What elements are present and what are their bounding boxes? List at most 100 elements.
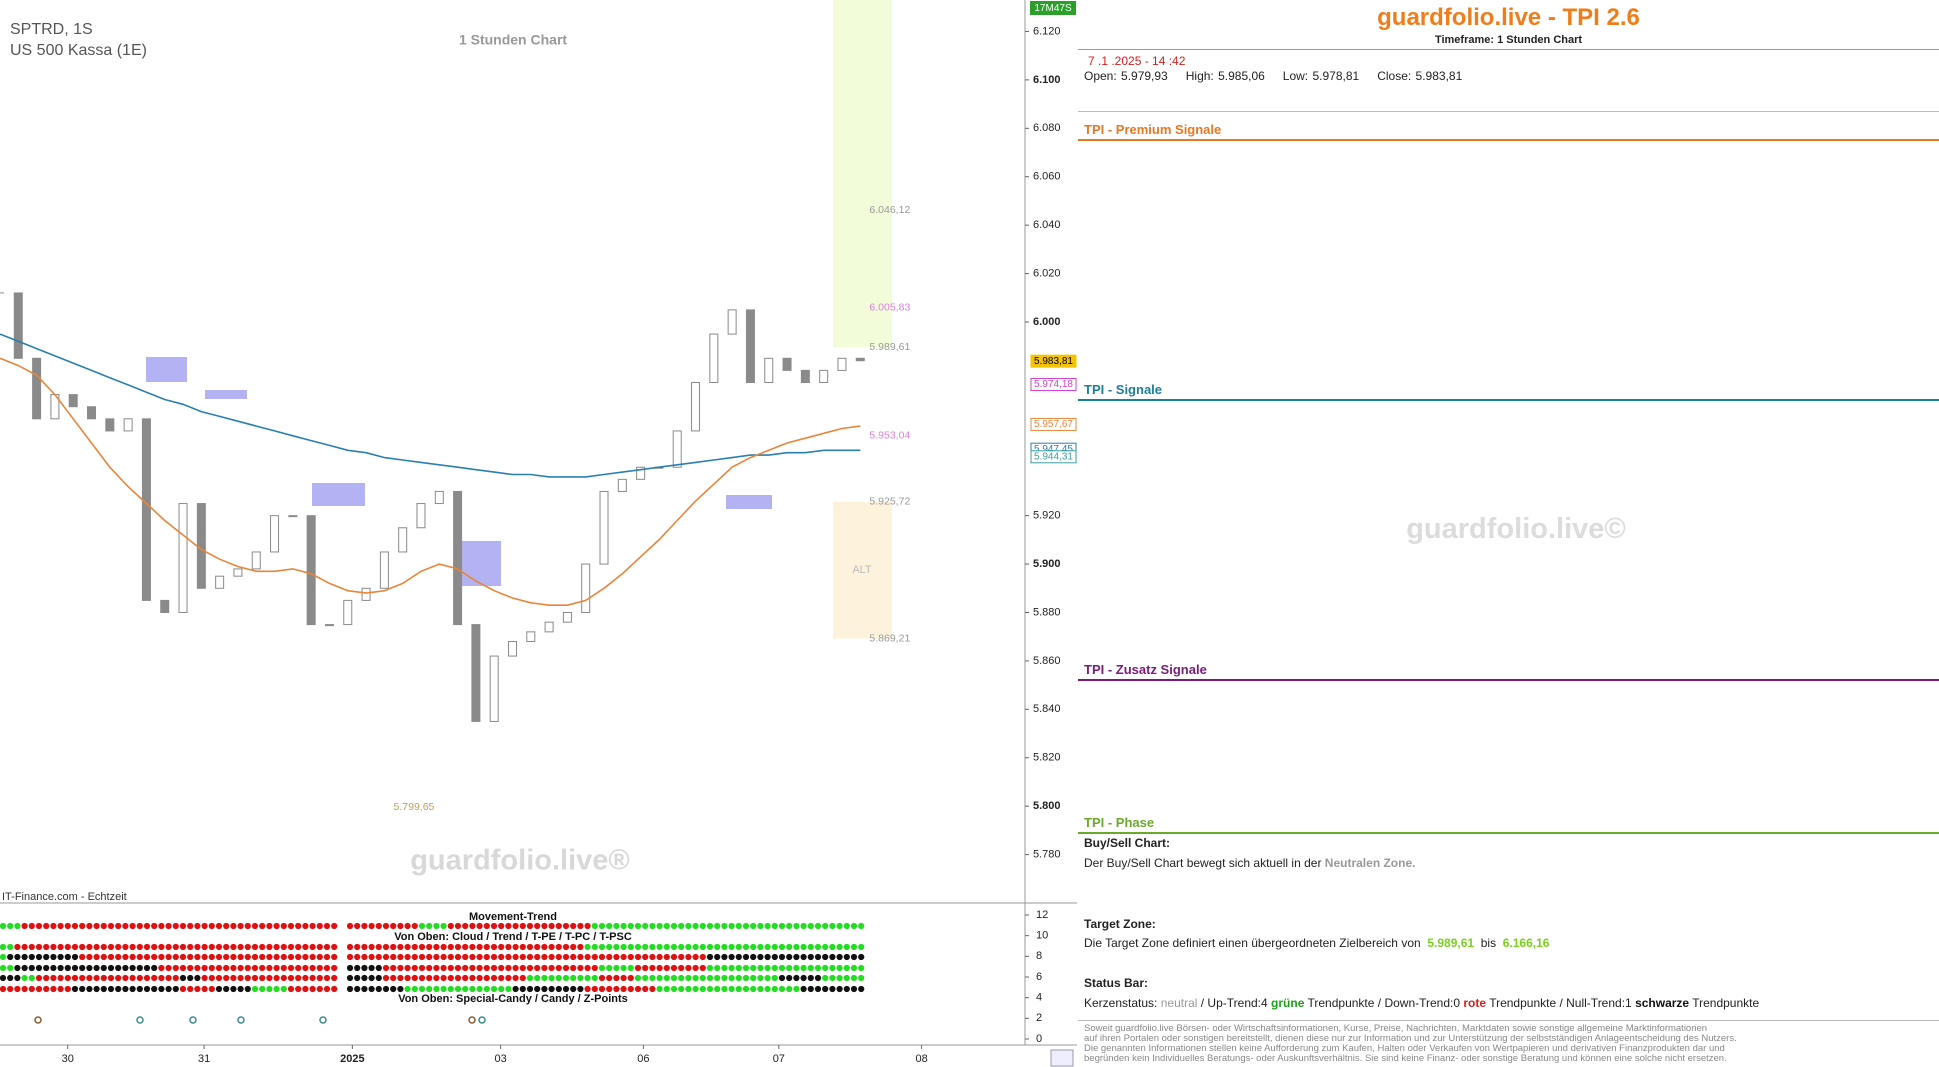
trend-dot: [280, 922, 287, 930]
trend-dot: [309, 922, 316, 930]
datetime: 7 .1 .2025 - 14 :42: [1088, 54, 1186, 68]
trend-dot: [570, 964, 577, 972]
trend-dot: [194, 943, 201, 951]
trend-dot: [836, 943, 843, 951]
candle: [379, 551, 389, 589]
zone: Neutralen Zone.: [1324, 856, 1416, 870]
trend-dot: [287, 922, 295, 930]
chart: SPTRD, 1S US 500 Kassa (1E) 1 Stunden Ch…: [0, 0, 1077, 1067]
trend-dot: [194, 964, 201, 972]
trend-dot: [302, 922, 309, 930]
trend-dot: [555, 943, 562, 951]
trend-dot: [440, 985, 447, 993]
trend-dot: [179, 943, 187, 951]
signal-box: [726, 495, 772, 509]
trend-dot: [165, 974, 172, 982]
candle: [416, 503, 426, 529]
candle: [691, 382, 701, 432]
trend-dot: [266, 943, 273, 951]
trend-dot: [555, 964, 562, 972]
trend-dot: [259, 943, 266, 951]
trend-dot: [577, 964, 584, 972]
trend-dot: [418, 974, 426, 982]
trend-dot: [490, 922, 498, 930]
candle: [13, 292, 23, 359]
trend-dot: [223, 953, 230, 961]
trend-dot: [822, 943, 829, 951]
trend-dot: [100, 953, 107, 961]
ohlc-value: High: 5.985,06: [1185, 69, 1265, 83]
trend-dot: [534, 964, 541, 972]
trend-dot: [476, 974, 483, 982]
trend-dot: [670, 943, 678, 951]
trend-dot: [266, 922, 273, 930]
x-tick-label: 08: [915, 1053, 927, 1065]
trend-dot: [656, 953, 663, 961]
trend-dot: [678, 922, 685, 930]
candle: [215, 575, 225, 589]
trend-dot: [426, 922, 433, 930]
trend-dot: [483, 922, 490, 930]
trend-dot: [721, 922, 728, 930]
trend-dot: [287, 985, 295, 993]
trend-dot: [79, 922, 86, 930]
trend-dot: [390, 974, 397, 982]
tpi-panel: guardfolio.live - TPI 2.6 Timeframe: 1 S…: [1078, 0, 1939, 1067]
trend-dot: [50, 985, 57, 993]
trend-dot: [793, 985, 800, 993]
trend-dot: [685, 964, 692, 972]
candle: [489, 655, 499, 722]
trend-dot: [390, 964, 397, 972]
disclaimer: Soweit guardfolio.live Börsen- oder Wirt…: [1084, 1024, 1737, 1064]
trend-dot: [158, 985, 165, 993]
trend-dot: [251, 974, 259, 982]
trend-dot: [519, 985, 526, 993]
trend-dot: [86, 953, 93, 961]
trend-dot: [670, 953, 678, 961]
trend-dot: [266, 974, 273, 982]
trend-dot: [93, 964, 100, 972]
trend-dot: [829, 964, 836, 972]
trend-dot: [591, 974, 598, 982]
trend-dot: [100, 964, 107, 972]
trend-dot: [454, 974, 462, 982]
price-tag: 5.974,18: [1034, 379, 1073, 390]
trend-dot: [858, 964, 865, 972]
trend-dot: [201, 964, 208, 972]
trend-dot: [57, 922, 64, 930]
signal-box: [460, 541, 501, 586]
trend-dot: [498, 953, 505, 961]
trend-dot: [498, 922, 505, 930]
trend-dot: [778, 974, 786, 982]
trend-dot: [735, 964, 742, 972]
trend-dot: [273, 953, 280, 961]
trend-dot: [273, 985, 280, 993]
trend-dot: [361, 974, 368, 982]
y-tick-label: 6.000: [1033, 316, 1061, 328]
trend-dot: [237, 974, 244, 982]
trend-dot: [800, 974, 807, 982]
trend-dot: [750, 964, 757, 972]
trend-dot: [822, 974, 829, 982]
trend-dot: [129, 964, 136, 972]
trend-dot: [346, 922, 354, 930]
ohlc-value: Low: 5.978,81: [1282, 69, 1360, 83]
trend-dot: [426, 943, 433, 951]
price-tag: 5.944,31: [1034, 451, 1073, 462]
trend-dot: [678, 953, 685, 961]
trend-dot: [187, 985, 194, 993]
trend-dot: [620, 953, 627, 961]
trend-dot: [620, 974, 627, 982]
trend-dot: [483, 943, 490, 951]
trend-dot: [670, 922, 678, 930]
trend-dot: [28, 985, 35, 993]
trend-dot: [237, 922, 244, 930]
trend-dot: [814, 922, 822, 930]
trend-dot: [165, 985, 172, 993]
trend-dot: [699, 974, 706, 982]
trend-dot: [273, 922, 280, 930]
price-tag: 5.983,81: [1034, 356, 1073, 367]
z-point: [478, 1016, 486, 1024]
trend-dot: [107, 922, 115, 930]
trend-dot: [295, 943, 302, 951]
